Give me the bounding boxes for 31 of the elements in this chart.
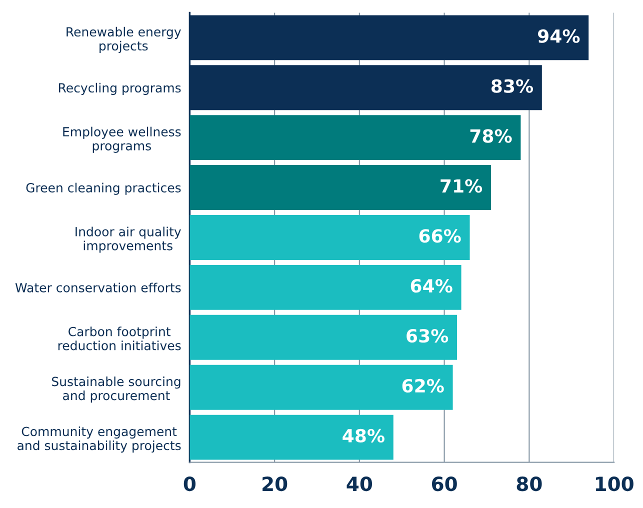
data-label: 62% <box>402 378 444 393</box>
y-tick-label: Carbon footprint reduction initiatives <box>58 326 181 350</box>
bar <box>190 264 462 310</box>
data-label: 83% <box>491 79 534 93</box>
bar <box>190 115 521 160</box>
data-label: 94% <box>538 29 580 43</box>
x-tick-label: 0 <box>184 476 196 492</box>
bar <box>190 165 491 210</box>
y-tick-label: Recycling programs <box>58 82 181 95</box>
data-label: 64% <box>410 279 452 293</box>
data-label: 71% <box>440 179 482 193</box>
x-tick-label: 60 <box>432 476 457 492</box>
data-label: 63% <box>406 328 448 343</box>
y-tick-label: Renewable energy projects <box>66 26 181 53</box>
x-tick-label: 100 <box>596 476 634 492</box>
bar <box>190 414 394 460</box>
x-tick-label: 80 <box>516 476 542 492</box>
y-tick-label: Indoor air quality improvements <box>76 226 181 253</box>
y-tick-label: Community engagement and sustainability projects <box>18 426 181 453</box>
data-label: 78% <box>470 129 512 143</box>
data-label: 66% <box>419 229 461 243</box>
y-tick-label: Green cleaning practices <box>26 182 181 195</box>
y-tick-label: Water conservation efforts <box>15 282 181 292</box>
x-tick-label: 20 <box>262 476 288 492</box>
bar <box>190 314 458 360</box>
x-tick-label: 40 <box>346 476 372 492</box>
y-tick-label: Sustainable sourcing and procurement <box>52 376 180 403</box>
y-tick-label: Employee wellness programs <box>63 126 181 153</box>
bar <box>190 215 470 260</box>
bar <box>190 364 453 410</box>
data-label: 48% <box>342 428 384 443</box>
